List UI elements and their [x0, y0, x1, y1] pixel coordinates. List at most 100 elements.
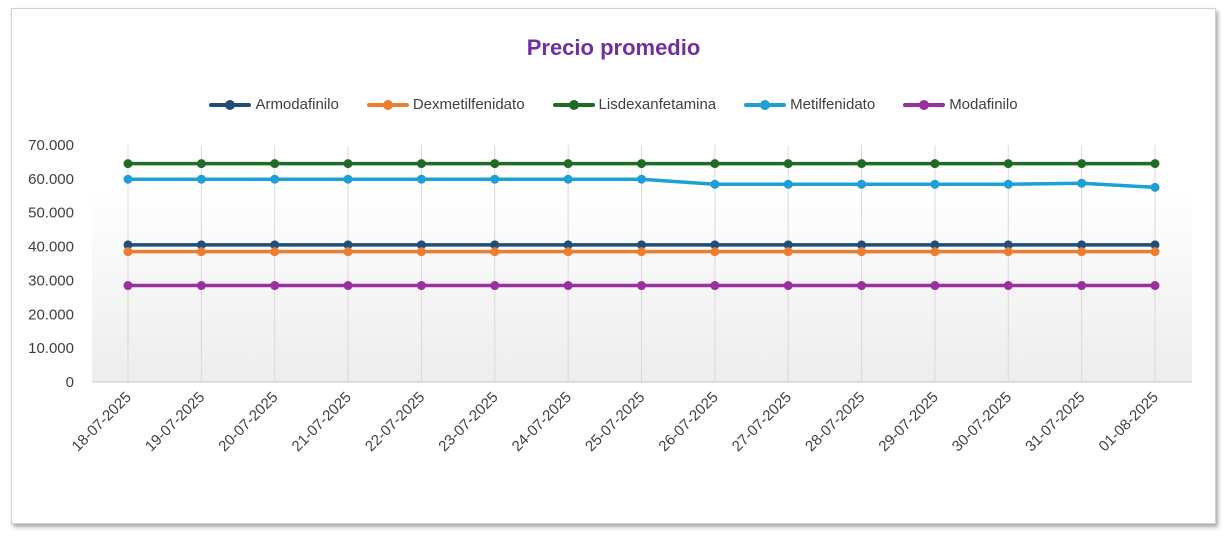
- data-point: [1150, 281, 1160, 291]
- legend-label: Dexmetilfenidato: [412, 96, 525, 113]
- data-point: [343, 281, 353, 291]
- data-point: [343, 247, 353, 257]
- data-point: [196, 281, 206, 291]
- data-point: [490, 281, 500, 291]
- series-metilfenidato: [123, 174, 1160, 192]
- legend-swatch: [903, 99, 946, 110]
- data-point: [416, 247, 426, 257]
- legend-label: Modafinilo: [949, 96, 1018, 113]
- data-point: [857, 179, 867, 189]
- data-point: [343, 159, 353, 169]
- data-point: [416, 281, 426, 291]
- data-point: [930, 179, 940, 189]
- data-point: [1150, 247, 1160, 257]
- data-point: [270, 174, 280, 184]
- data-point: [343, 240, 353, 250]
- data-point: [637, 159, 646, 169]
- data-point: [930, 247, 940, 257]
- data-point: [490, 240, 500, 250]
- data-point: [1003, 179, 1013, 189]
- data-point: [563, 281, 573, 291]
- data-point: [1003, 159, 1013, 169]
- x-tick-label: 29-07-2025: [875, 389, 941, 455]
- data-point: [930, 159, 940, 169]
- data-point: [857, 281, 867, 291]
- data-point: [783, 247, 793, 257]
- y-tick-label: 70.000: [28, 137, 74, 154]
- x-tick-label: 21-07-2025: [289, 389, 355, 455]
- series-armodafinilo: [123, 240, 1160, 250]
- data-point: [1077, 178, 1087, 188]
- legend-item: Armodafinilo: [209, 96, 339, 113]
- y-tick-label: 50.000: [28, 205, 74, 222]
- data-point: [123, 159, 133, 169]
- legend-label: Metilfenidato: [790, 96, 876, 113]
- data-point: [563, 174, 573, 184]
- data-point: [637, 174, 646, 184]
- data-point: [490, 247, 500, 257]
- data-point: [1150, 159, 1160, 169]
- data-point: [123, 174, 133, 184]
- data-point: [1003, 247, 1013, 257]
- legend-item: Modafinilo: [903, 96, 1018, 113]
- data-point: [563, 159, 573, 169]
- data-point: [270, 159, 280, 169]
- x-tick-label: 28-07-2025: [802, 389, 868, 455]
- y-tick-label: 40.000: [28, 239, 74, 256]
- legend-item: Dexmetilfenidato: [366, 96, 525, 113]
- data-point: [270, 281, 280, 291]
- y-tick-label: 30.000: [28, 272, 74, 289]
- data-point: [416, 174, 426, 184]
- data-point: [783, 281, 793, 291]
- data-point: [637, 247, 646, 257]
- data-point: [563, 240, 573, 250]
- y-tick-label: 60.000: [28, 171, 74, 188]
- legend-item: Metilfenidato: [744, 96, 875, 113]
- data-point: [637, 281, 646, 291]
- x-tick-label: 24-07-2025: [509, 389, 575, 455]
- data-point: [416, 159, 426, 169]
- data-point: [490, 174, 500, 184]
- legend-swatch: [366, 99, 409, 110]
- data-point: [1003, 281, 1013, 291]
- data-point: [930, 240, 940, 250]
- legend-label: Armodafinilo: [255, 96, 339, 113]
- data-point: [490, 159, 500, 169]
- x-tick-label: 27-07-2025: [729, 389, 795, 455]
- y-tick-label: 0: [66, 374, 74, 391]
- x-tick-label: 19-07-2025: [142, 389, 208, 455]
- data-point: [783, 240, 793, 250]
- data-point: [416, 240, 426, 250]
- data-point: [930, 281, 940, 291]
- data-point: [1003, 240, 1013, 250]
- data-point: [1077, 247, 1087, 257]
- data-point: [783, 179, 793, 189]
- series-lisdexanfetamina: [123, 159, 1160, 169]
- x-tick-label: 31-07-2025: [1022, 389, 1088, 455]
- data-point: [1150, 182, 1160, 192]
- data-point: [123, 247, 133, 257]
- chart-legend: Armodafinilo Dexmetilfenidato Lisdexanfeta…: [12, 96, 1215, 113]
- data-point: [1150, 240, 1160, 250]
- x-tick-label: 01-08-2025: [1096, 389, 1162, 455]
- y-tick-label: 20.000: [28, 306, 74, 323]
- legend-swatch: [744, 99, 787, 110]
- x-tick-label: 18-07-2025: [69, 389, 135, 455]
- legend-item: Lisdexanfetamina: [552, 96, 716, 113]
- x-tick-label: 26-07-2025: [655, 389, 721, 455]
- data-point: [710, 281, 720, 291]
- data-point: [857, 247, 867, 257]
- data-point: [857, 240, 867, 250]
- data-point: [710, 179, 720, 189]
- x-tick-label: 30-07-2025: [949, 389, 1015, 455]
- x-tick-label: 25-07-2025: [582, 389, 648, 455]
- data-point: [1077, 240, 1087, 250]
- data-point: [196, 159, 206, 169]
- data-point: [1077, 281, 1087, 291]
- series-lines: [123, 159, 1160, 291]
- data-point: [343, 174, 353, 184]
- data-point: [123, 240, 133, 250]
- data-point: [1077, 159, 1087, 169]
- data-point: [563, 247, 573, 257]
